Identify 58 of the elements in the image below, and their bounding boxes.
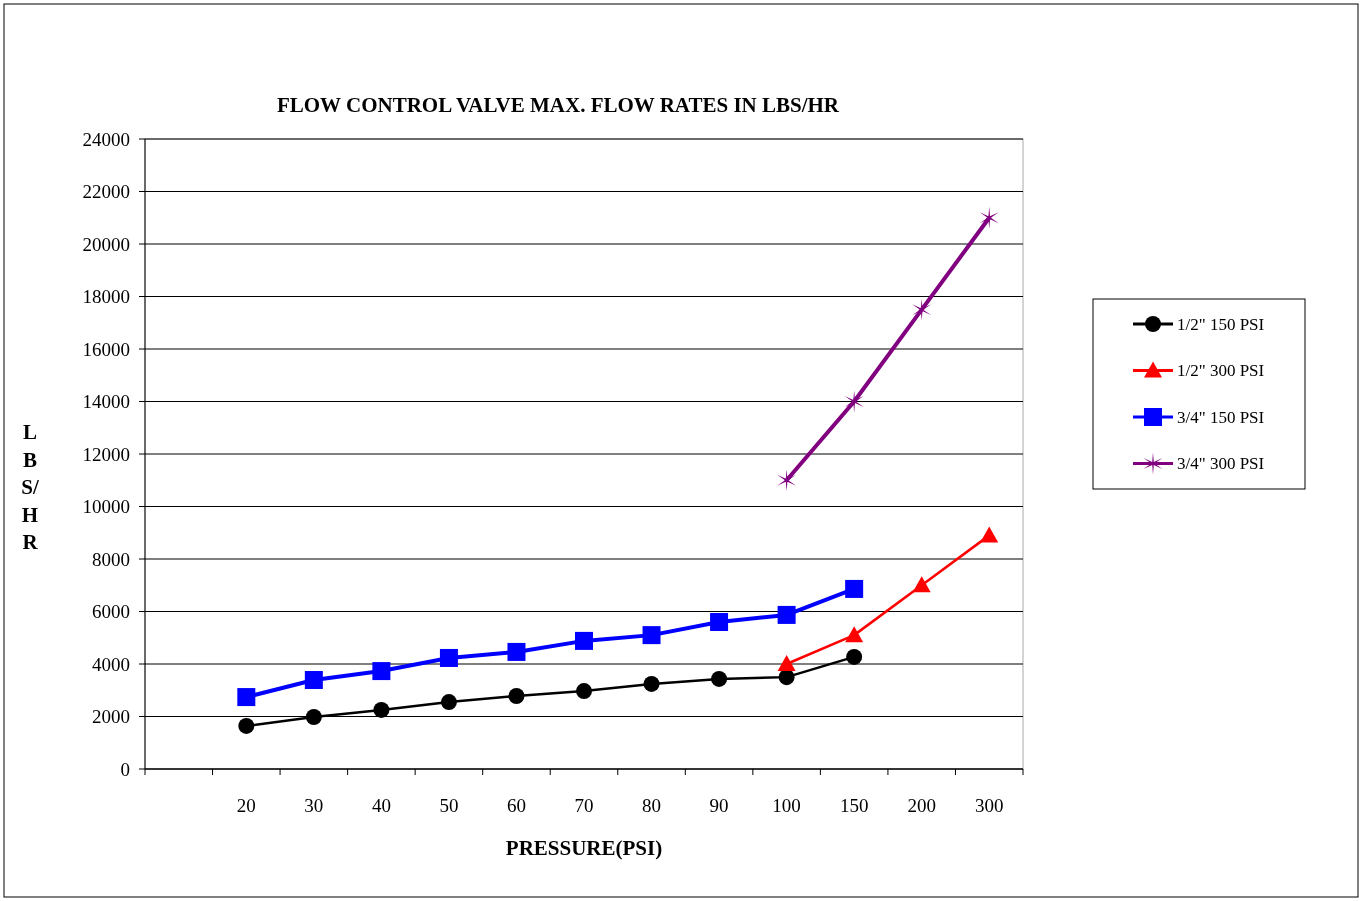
y-tick-label: 14000 — [82, 391, 130, 413]
point — [980, 526, 999, 543]
point — [846, 648, 863, 665]
y-tick-label: 24000 — [82, 128, 130, 150]
point — [845, 626, 864, 643]
x-tick-label: 200 — [907, 795, 936, 816]
point — [777, 469, 797, 492]
y-tick-label: 20000 — [82, 233, 130, 255]
point — [642, 626, 661, 645]
x-tick-label: 50 — [439, 795, 459, 816]
y-tick-label: 6000 — [92, 601, 130, 623]
y-axis-title: LBS/HR — [21, 420, 40, 554]
point — [778, 669, 795, 686]
y-tick-label: 2000 — [92, 706, 130, 728]
point — [508, 688, 525, 705]
point — [912, 576, 931, 593]
point — [575, 631, 593, 650]
point — [576, 683, 592, 700]
point — [912, 298, 932, 321]
y-tick-label: 16000 — [82, 338, 130, 360]
point — [711, 670, 728, 687]
x-tick-label: 40 — [371, 795, 391, 816]
x-tick-label: 20 — [236, 795, 256, 816]
y-tick-label: 18000 — [82, 286, 130, 308]
point — [237, 688, 256, 707]
point — [777, 605, 796, 624]
point — [373, 701, 390, 718]
x-axis-title: PRESSURE(PSI) — [505, 836, 663, 860]
chart-title: FLOW CONTROL VALVE MAX. FLOW RATES IN LBS/HR — [276, 93, 840, 117]
point — [845, 579, 864, 598]
x-tick-label: 70 — [574, 795, 594, 816]
point — [440, 694, 457, 711]
x-tick-label: 80 — [642, 795, 662, 816]
point — [238, 717, 255, 734]
x-tick-label: 300 — [974, 795, 1004, 816]
x-tick-label: 30 — [304, 795, 324, 816]
point — [643, 675, 660, 692]
point — [439, 648, 458, 667]
y-tick-label: 22000 — [82, 181, 130, 203]
point — [777, 655, 796, 671]
legend-label: 1/2" 300 PSI — [1177, 361, 1265, 381]
point — [305, 709, 322, 726]
point — [710, 613, 729, 631]
point — [372, 662, 391, 681]
y-tick-label: 4000 — [92, 653, 130, 675]
legend-label: 3/4" 150 PSI — [1177, 407, 1265, 427]
y-tick-label: 10000 — [82, 496, 130, 518]
x-tick-label: 90 — [709, 795, 729, 816]
y-tick-label: 8000 — [92, 548, 130, 570]
x-tick-label: 60 — [506, 795, 526, 816]
y-tick-label: 0 — [120, 758, 130, 780]
point — [304, 671, 323, 690]
point — [507, 642, 526, 661]
x-tick-label: 100 — [772, 795, 801, 816]
legend-label: 1/2" 150 PSI — [1177, 314, 1265, 334]
legend-label: 3/4" 300 PSI — [1177, 454, 1265, 474]
y-tick-label: 12000 — [82, 443, 130, 465]
x-tick-label: 150 — [839, 795, 869, 816]
